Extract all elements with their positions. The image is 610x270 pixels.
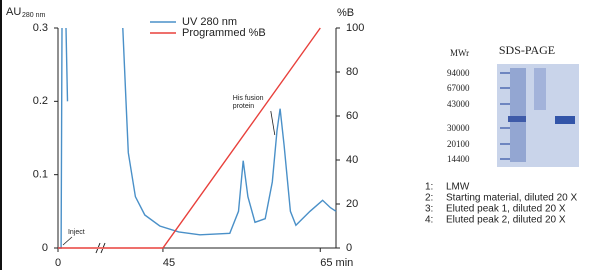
mw-label: 43000 — [447, 99, 470, 109]
annotation: His fusion — [233, 95, 264, 102]
mw-label: 30000 — [447, 123, 470, 133]
legend-label: Programmed %B — [182, 27, 266, 39]
x-tick-label: 45 — [163, 257, 175, 269]
y2-tick-label: 40 — [346, 154, 358, 166]
y2-tick-label: 0 — [346, 242, 352, 254]
x-tick-label: 0 — [55, 257, 61, 269]
y2-tick-label: 20 — [346, 198, 358, 210]
lane-label: Eluted peak 2, diluted 20 X — [446, 215, 566, 226]
data-line — [66, 28, 68, 101]
y2-tick-label: 80 — [346, 66, 358, 78]
annotation-arrow — [271, 111, 275, 135]
mw-label: 14400 — [447, 154, 470, 164]
mw-label: 94000 — [447, 68, 470, 78]
lane-number: 2: — [425, 193, 433, 204]
annotation: protein — [233, 103, 255, 110]
lane-label: Starting material, diluted 20 X — [446, 193, 578, 204]
y-tick-label: 0.2 — [33, 95, 48, 107]
y2-tick-label: 60 — [346, 110, 358, 122]
y2-tick-label: 100 — [346, 22, 364, 34]
lane-number: 1: — [425, 182, 433, 193]
gel-title: SDS-PAGE — [499, 43, 555, 57]
figure: AU 280 nm %B SDS-PAGE MWr 94000 67000 43000 3… — [0, 0, 610, 270]
y-tick-label: 0 — [42, 242, 48, 254]
mw-label: 20100 — [447, 139, 470, 149]
lane-number: 3: — [425, 204, 433, 215]
annotation: Inject — [68, 229, 85, 236]
edge — [0, 0, 2, 270]
y2-label: %B — [337, 7, 354, 19]
data-line — [58, 28, 62, 248]
mw-label: 67000 — [447, 83, 470, 93]
lane-label: LMW — [446, 182, 470, 193]
data-line — [58, 28, 320, 248]
y-label-sub: 280 nm — [22, 12, 46, 19]
lane-label: Eluted peak 1, diluted 20 X — [446, 204, 566, 215]
lane-number: 4: — [425, 215, 433, 226]
y-tick-label: 0.1 — [33, 169, 48, 181]
mw-header: MWr — [450, 48, 469, 58]
gel: SDS-PAGE MWr 94000 67000 43000 30000 20100 1440… — [425, 43, 579, 226]
data-line — [123, 28, 336, 235]
annotation-arrow — [63, 237, 72, 245]
y-label: AU — [6, 6, 21, 18]
y-tick-label: 0.3 — [33, 22, 48, 34]
page: AU 280 nm %B SDS-PAGE MWr 94000 67000 43000 3… — [0, 0, 610, 270]
x-tick-label: 65 min — [320, 257, 353, 269]
